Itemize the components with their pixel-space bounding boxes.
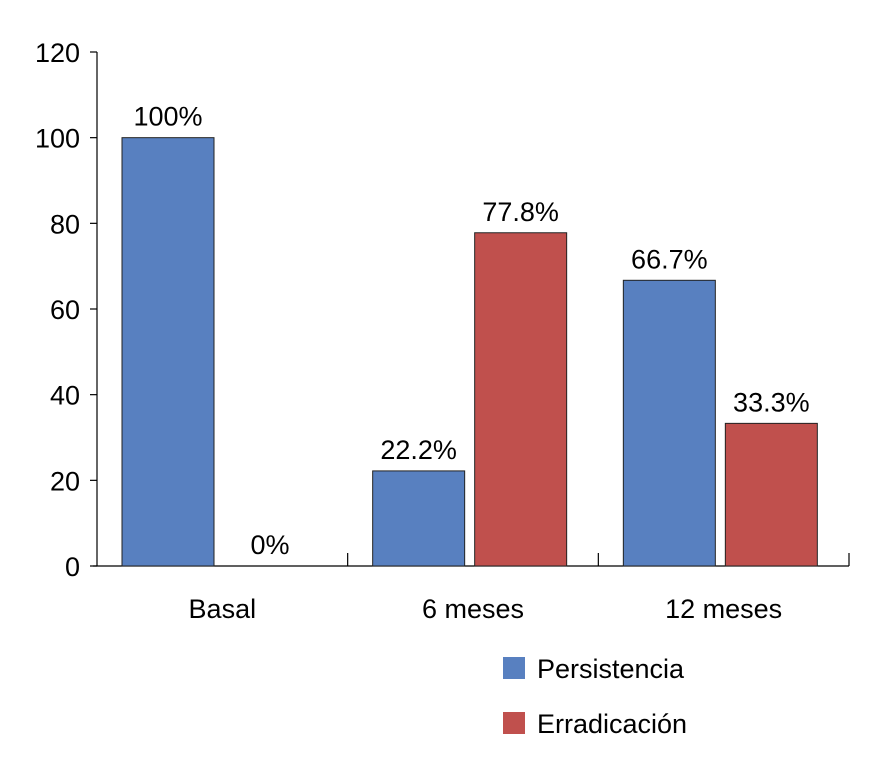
legend-swatch [503, 712, 525, 734]
legend-label: Persistencia [537, 654, 685, 684]
bar-persistencia [622, 279, 716, 567]
bar-persistencia [121, 137, 215, 567]
bar-erradicación [474, 232, 568, 567]
x-tick-label: Basal [189, 594, 257, 624]
bar-erradicación [724, 422, 818, 567]
y-tick-label: 20 [50, 466, 80, 496]
data-label: 22.2% [380, 435, 457, 465]
y-tick-label: 100 [35, 124, 80, 154]
data-label: 66.7% [631, 244, 708, 274]
bar-persistencia [372, 470, 466, 567]
data-label: 0% [250, 530, 289, 560]
data-label: 100% [133, 102, 202, 132]
y-tick-label: 120 [35, 38, 80, 68]
legend-swatch [503, 657, 525, 679]
y-tick-label: 80 [50, 209, 80, 239]
legend-label: Erradicación [537, 709, 687, 739]
x-tick-label: 12 meses [665, 594, 782, 624]
y-tick-label: 0 [65, 552, 80, 582]
data-label: 33.3% [733, 387, 810, 417]
y-tick-label: 40 [50, 381, 80, 411]
x-tick-label: 6 meses [422, 594, 524, 624]
y-tick-label: 60 [50, 295, 80, 325]
data-label: 77.8% [482, 197, 559, 227]
